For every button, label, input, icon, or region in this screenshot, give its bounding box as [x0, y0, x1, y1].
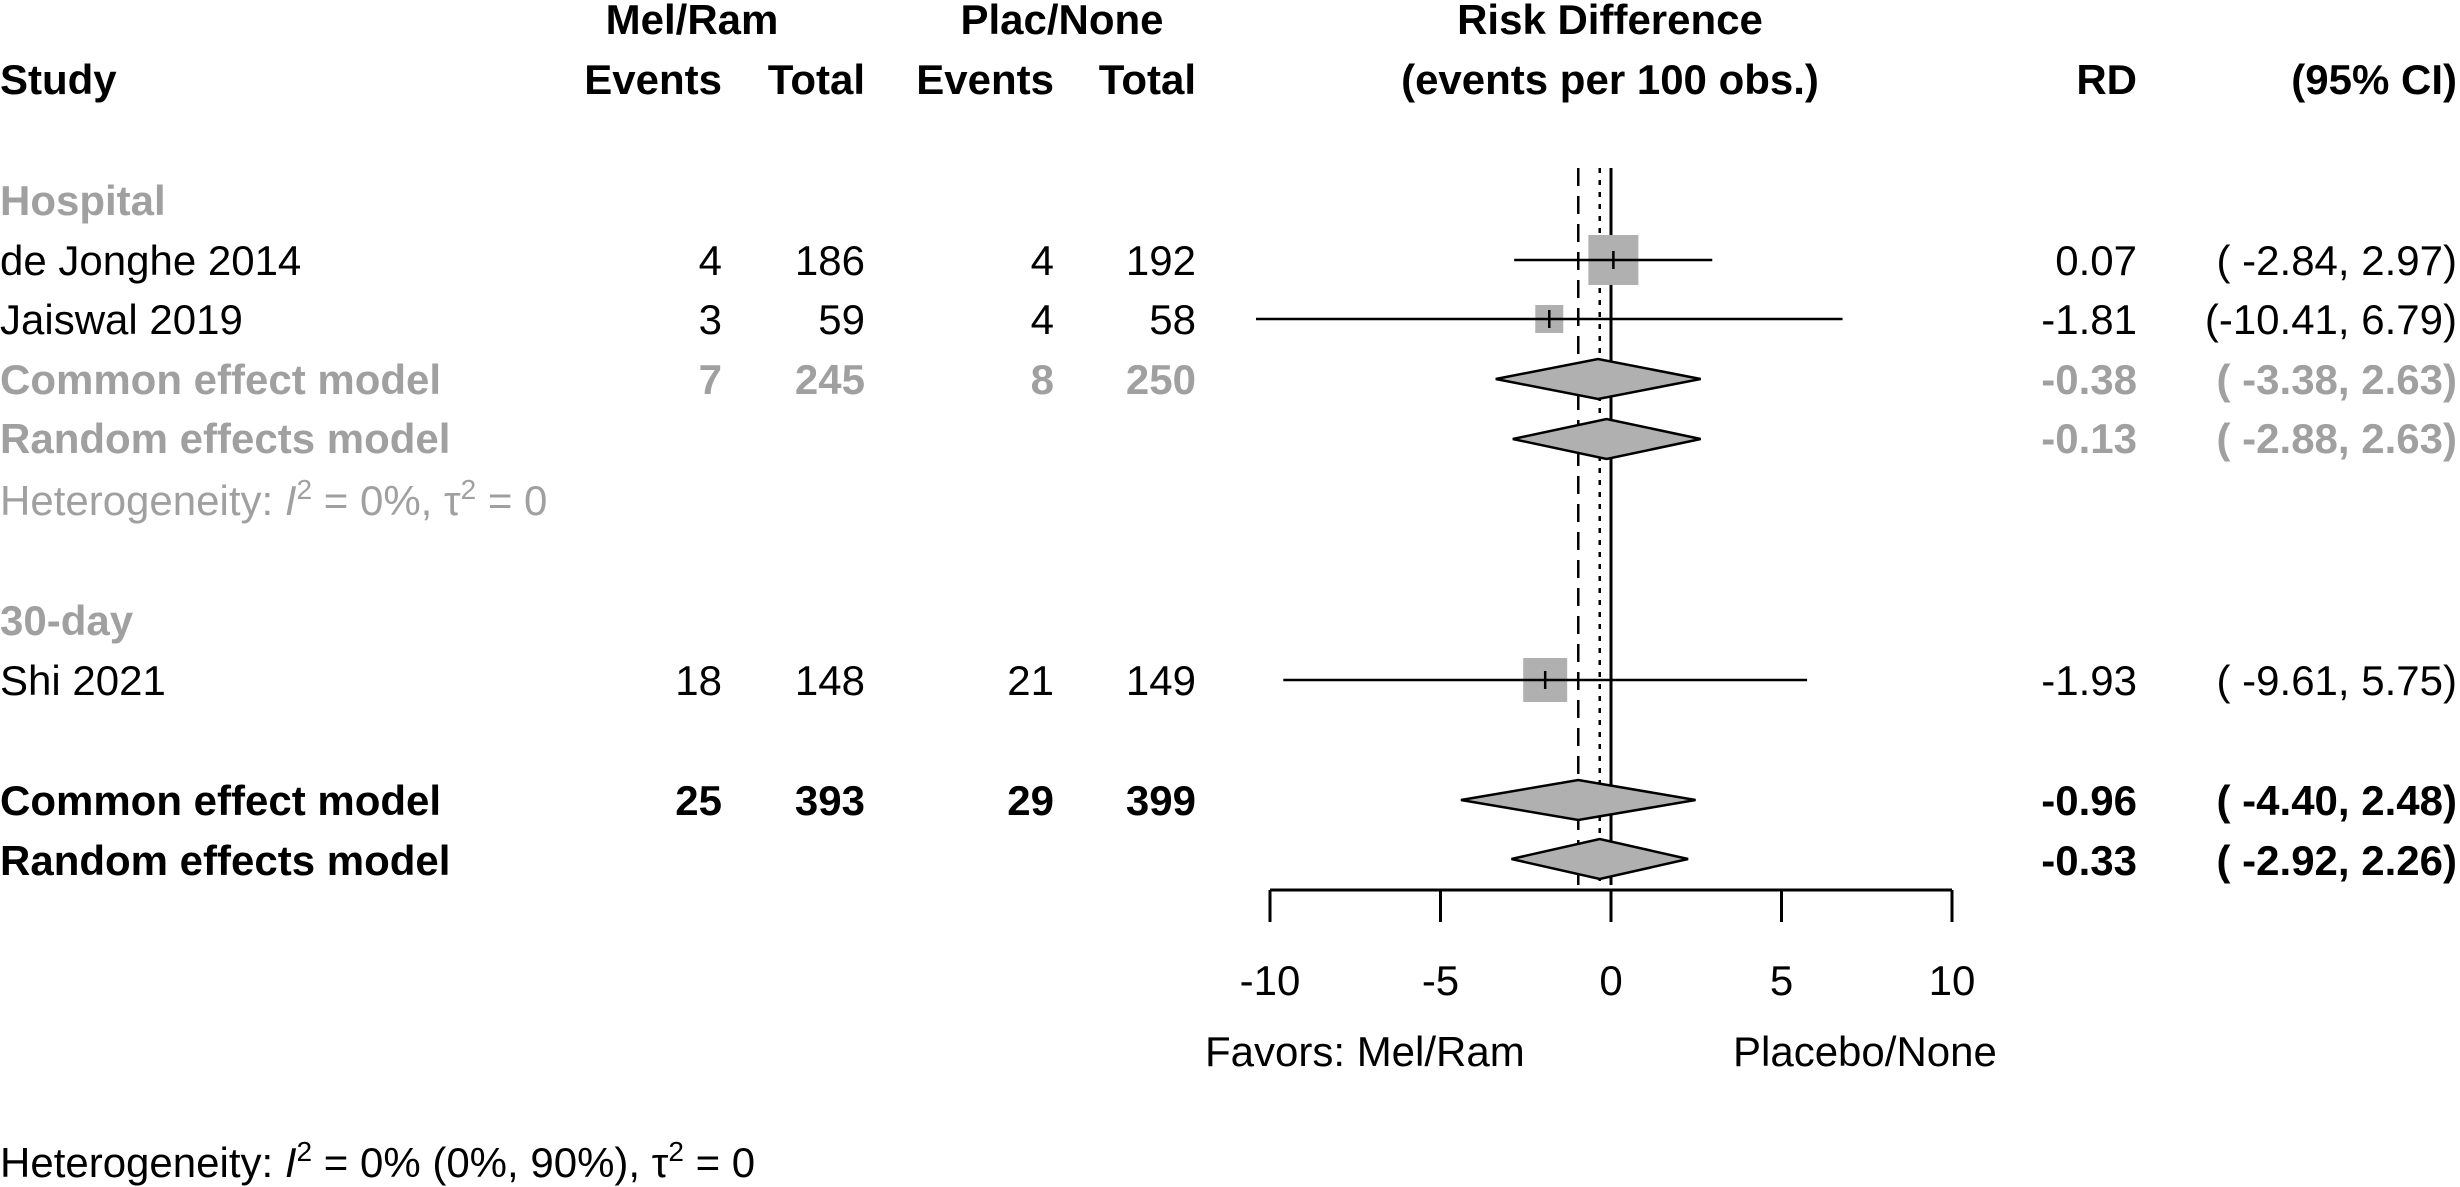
events-group2: 8: [1031, 356, 1054, 403]
favors-left-label: Favors: Mel/Ram: [1205, 1028, 1525, 1075]
ci-value: ( -2.88, 2.63): [2217, 415, 2457, 462]
events-group2: 4: [1031, 237, 1054, 284]
header-total2: Total: [1099, 56, 1196, 103]
summary-label: Common effect model: [0, 356, 441, 403]
study-row-shi-2021: Shi 2021 18 148 21 149 -1.93 ( -9.61, 5.…: [0, 657, 2457, 704]
plot-title-line2: (events per 100 obs.): [1401, 56, 1819, 103]
rd-value: -0.13: [2041, 415, 2137, 462]
events-group1: 7: [699, 356, 722, 403]
total-group1: 393: [795, 777, 865, 824]
total-group1: 148: [795, 657, 865, 704]
study-name: Jaiswal 2019: [0, 296, 243, 343]
header-events1: Events: [584, 56, 722, 103]
ci-value: ( -2.92, 2.26): [2217, 837, 2457, 884]
events-group1: 25: [675, 777, 722, 824]
study-row-de-jonghe-2014: de Jonghe 2014 4 186 4 192 0.07 ( -2.84,…: [0, 237, 2457, 284]
subgroup-random-row: Random effects model -0.13 ( -2.88, 2.63…: [0, 415, 2457, 462]
study-row-jaiswal-2019: Jaiswal 2019 3 59 4 58 -1.81 (-10.41, 6.…: [0, 296, 2457, 343]
summary-diamond: [1460, 778, 1696, 822]
total-group2: 58: [1149, 296, 1196, 343]
summary-label: Random effects model: [0, 837, 450, 884]
axis-tick-label: -5: [1422, 957, 1459, 1004]
ci-value: ( -9.61, 5.75): [2217, 657, 2457, 704]
plot-marks: [1256, 235, 1843, 881]
events-group1: 18: [675, 657, 722, 704]
events-group2: 4: [1031, 296, 1054, 343]
ci-value: ( -2.84, 2.97): [2217, 237, 2457, 284]
study-name: Shi 2021: [0, 657, 166, 704]
overall-heterogeneity: Heterogeneity: I2 = 0% (0%, 90%), τ2 = 0: [0, 1136, 755, 1186]
events-group1: 4: [699, 237, 722, 284]
study-name: de Jonghe 2014: [0, 237, 301, 284]
header-group1: Mel/Ram: [606, 0, 779, 43]
favors-right-label: Placebo/None: [1733, 1028, 1997, 1075]
summary-label: Random effects model: [0, 415, 450, 462]
summary-diamond: [1495, 357, 1701, 401]
rd-value: -0.96: [2041, 777, 2137, 824]
reference-lines: [1577, 168, 1613, 885]
total-group2: 399: [1126, 777, 1196, 824]
axis-tick-label: -10: [1240, 957, 1301, 1004]
events-group2: 29: [1007, 777, 1054, 824]
rd-value: 0.07: [2055, 237, 2137, 284]
header-ci: (95% CI): [2291, 56, 2457, 103]
overall-random-row: Random effects model -0.33 ( -2.92, 2.26…: [0, 837, 2457, 884]
rd-value: -1.93: [2041, 657, 2137, 704]
rd-value: -1.81: [2041, 296, 2137, 343]
events-group1: 3: [699, 296, 722, 343]
summary-diamond: [1512, 417, 1701, 461]
ci-value: ( -3.38, 2.63): [2217, 356, 2457, 403]
header-total1: Total: [768, 56, 865, 103]
total-group2: 192: [1126, 237, 1196, 284]
ci-value: (-10.41, 6.79): [2205, 296, 2457, 343]
header-rd: RD: [2076, 56, 2137, 103]
total-group1: 186: [795, 237, 865, 284]
axis-tick-label: 5: [1770, 957, 1793, 1004]
header-group2: Plac/None: [960, 0, 1163, 43]
header-study: Study: [0, 56, 117, 103]
subgroup-label-hospital: Hospital: [0, 177, 166, 224]
total-group1: 245: [795, 356, 865, 403]
rd-value: -0.33: [2041, 837, 2137, 884]
header-events2: Events: [916, 56, 1054, 103]
subgroup-heterogeneity: Heterogeneity: I2 = 0%, τ2 = 0: [0, 474, 547, 524]
events-group2: 21: [1007, 657, 1054, 704]
rd-value: -0.38: [2041, 356, 2137, 403]
total-group2: 149: [1126, 657, 1196, 704]
overall-common-row: Common effect model 25 393 29 399 -0.96 …: [0, 777, 2457, 824]
plot-title-line1: Risk Difference: [1457, 0, 1763, 43]
x-axis: -10 -5 0 5 10: [1240, 888, 1976, 1004]
ci-value: ( -4.40, 2.48): [2217, 777, 2457, 824]
summary-diamond: [1511, 837, 1689, 881]
subgroup-common-row: Common effect model 7 245 8 250 -0.38 ( …: [0, 356, 2457, 403]
subgroup-label-30-day: 30-day: [0, 597, 134, 644]
axis-tick-label: 0: [1599, 957, 1622, 1004]
summary-label: Common effect model: [0, 777, 441, 824]
axis-tick-label: 10: [1929, 957, 1976, 1004]
total-group2: 250: [1126, 356, 1196, 403]
total-group1: 59: [818, 296, 865, 343]
